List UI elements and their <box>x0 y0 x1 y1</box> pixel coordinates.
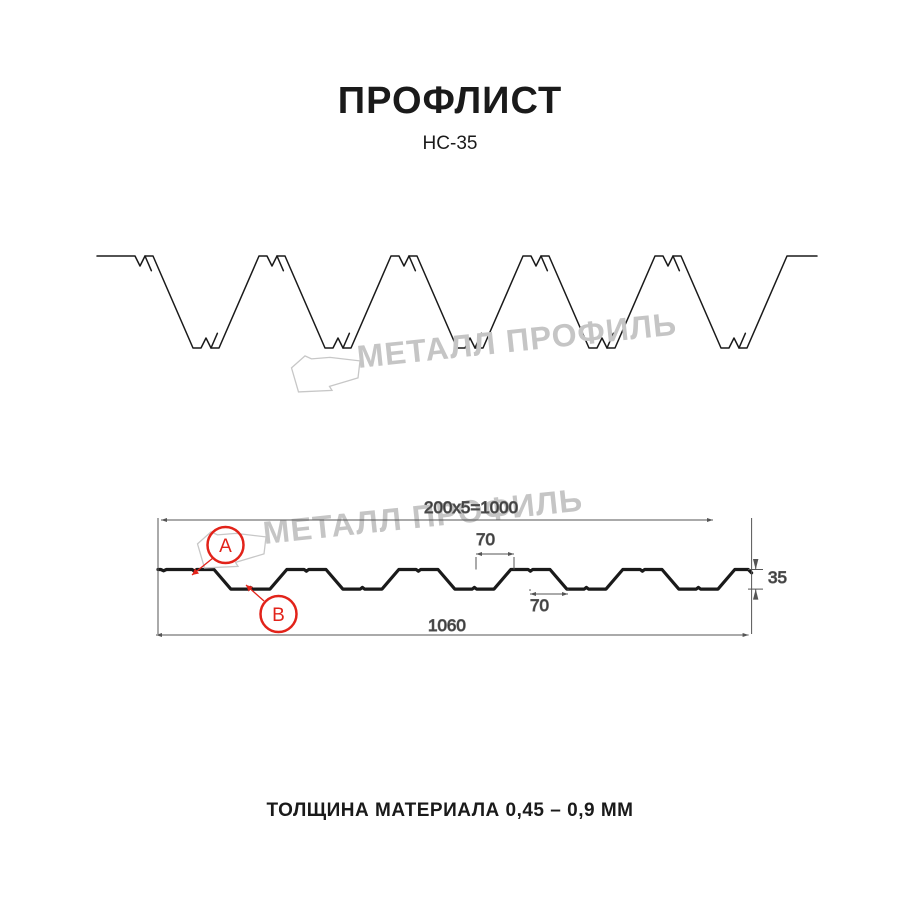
svg-text:МЕТАЛЛ ПРОФИЛЬ: МЕТАЛЛ ПРОФИЛЬ <box>355 306 678 375</box>
svg-text:70: 70 <box>476 530 495 549</box>
svg-text:35: 35 <box>768 568 787 587</box>
svg-text:1060: 1060 <box>428 616 466 635</box>
svg-text:B: B <box>272 605 285 626</box>
svg-text:МЕТАЛЛ ПРОФИЛЬ: МЕТАЛЛ ПРОФИЛЬ <box>261 482 584 551</box>
svg-text:70: 70 <box>530 596 549 615</box>
svg-text:200x5=1000: 200x5=1000 <box>424 498 518 517</box>
svg-text:A: A <box>219 536 232 557</box>
